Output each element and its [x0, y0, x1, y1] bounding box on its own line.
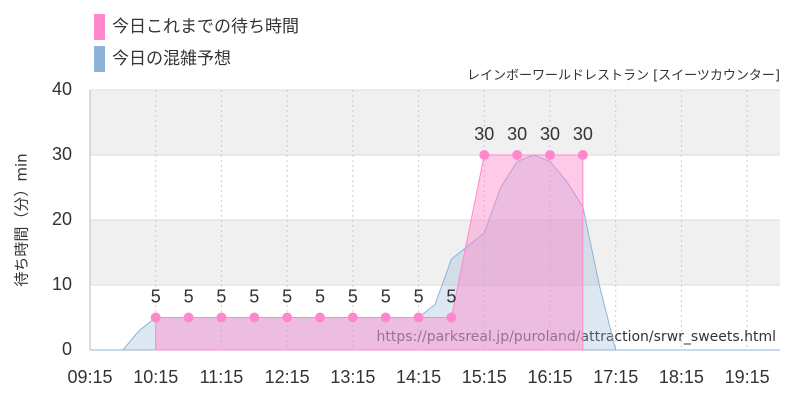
- y-tick-label: 10: [52, 274, 72, 294]
- data-label: 5: [282, 286, 292, 306]
- data-label: 30: [507, 124, 527, 144]
- point: [216, 312, 227, 323]
- legend-swatch: [94, 46, 105, 72]
- data-label: 5: [216, 286, 226, 306]
- x-tick-label: 16:15: [527, 367, 572, 387]
- grid-band: [90, 90, 780, 155]
- y-tick-label: 40: [52, 79, 72, 99]
- data-label: 5: [381, 286, 391, 306]
- watermark: https://parksreal.jp/puroland/attraction…: [377, 329, 776, 345]
- point: [150, 312, 161, 323]
- x-tick-label: 11:15: [200, 367, 244, 387]
- point: [479, 150, 490, 160]
- data-label: 5: [249, 286, 259, 306]
- data-label: 30: [573, 124, 593, 144]
- x-tick-label: 15:15: [462, 367, 507, 387]
- y-axis-label: 待ち時間（分）min: [13, 153, 31, 286]
- x-tick-label: 10:15: [133, 367, 178, 387]
- x-tick-label: 12:15: [265, 367, 310, 387]
- y-tick-label: 20: [52, 209, 72, 229]
- point: [282, 312, 293, 323]
- y-tick-label: 30: [52, 144, 72, 164]
- data-label: 30: [540, 124, 560, 144]
- x-tick-label: 13:15: [330, 367, 375, 387]
- data-label: 5: [151, 286, 161, 306]
- data-label: 5: [348, 286, 358, 306]
- x-tick-label: 18:15: [659, 367, 704, 387]
- point: [446, 312, 457, 323]
- point: [577, 150, 588, 160]
- x-tick-label: 14:15: [396, 367, 441, 387]
- point: [183, 312, 194, 323]
- chart-subtitle: レインボーワールドレストラン [スイーツカウンター]: [467, 69, 780, 84]
- data-label: 5: [315, 286, 325, 306]
- point: [413, 312, 424, 323]
- x-tick-label: 17:15: [593, 367, 638, 387]
- point: [315, 312, 325, 323]
- legend-label: 今日の混雑予想: [112, 49, 231, 69]
- point: [512, 150, 523, 160]
- point: [545, 150, 555, 160]
- legend-swatch: [94, 14, 105, 40]
- data-label: 5: [184, 286, 194, 306]
- data-label: 5: [446, 286, 456, 306]
- grid-band: [90, 220, 780, 285]
- x-tick-label: 09:15: [67, 367, 112, 387]
- legend-label: 今日これまでの待ち時間: [112, 17, 299, 37]
- data-label: 30: [474, 124, 494, 144]
- point: [347, 312, 358, 323]
- point: [380, 312, 391, 323]
- point: [249, 312, 260, 323]
- x-tick-label: 19:15: [725, 367, 770, 387]
- data-label: 5: [414, 286, 424, 306]
- y-tick-label: 0: [62, 339, 72, 359]
